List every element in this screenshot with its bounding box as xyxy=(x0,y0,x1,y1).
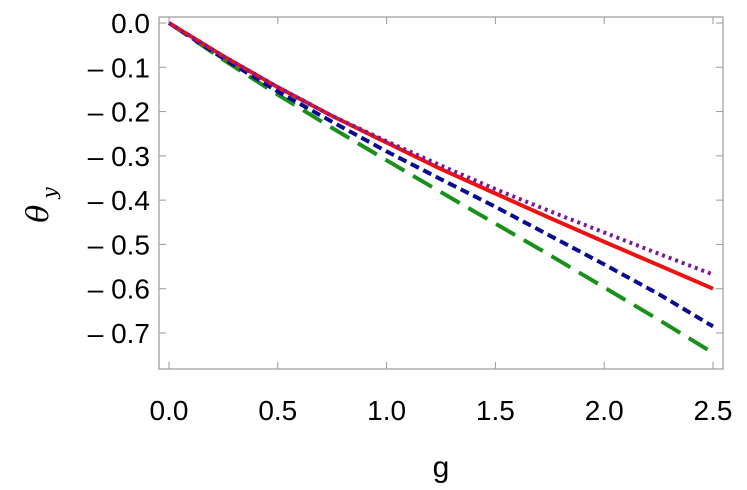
y-axis-ticks: 0.0 – 0.1 – 0.2 – 0.3 – 0.4 – 0.5 – 0.6 – 0.7 xyxy=(88,8,723,349)
y-tick-label: 0.0 xyxy=(111,8,150,39)
y-axis-label-symbol: θ xyxy=(21,205,56,223)
y-tick-label: – 0.7 xyxy=(88,318,150,349)
y-tick-label: – 0.5 xyxy=(88,229,150,260)
x-axis-label: g xyxy=(433,451,450,484)
y-tick-label: – 0.2 xyxy=(88,97,150,128)
y-tick-label: – 0.3 xyxy=(88,141,150,172)
y-tick-label: – 0.6 xyxy=(88,274,150,305)
series-line-dotted xyxy=(167,21,714,277)
y-tick-label: – 0.4 xyxy=(88,185,150,216)
plot-frame xyxy=(158,16,724,370)
x-tick-label: 1.0 xyxy=(367,395,406,426)
series-line-solid xyxy=(167,21,714,291)
x-tick-label: 1.5 xyxy=(476,395,515,426)
series-line-long-dashed xyxy=(167,21,715,355)
y-axis-label-subscript: y xyxy=(37,187,61,200)
y-axis-label: θy xyxy=(21,187,61,223)
y-tick-label: – 0.1 xyxy=(88,52,150,83)
series-line-dashed xyxy=(167,21,715,329)
x-tick-label: 0.5 xyxy=(258,395,297,426)
x-tick-label: 2.5 xyxy=(694,395,733,426)
x-tick-label: 0.0 xyxy=(150,395,189,426)
series-lines xyxy=(167,21,715,355)
x-tick-label: 2.0 xyxy=(585,395,624,426)
x-axis-ticks: 0.0 0.5 1.0 1.5 2.0 2.5 xyxy=(150,17,733,426)
